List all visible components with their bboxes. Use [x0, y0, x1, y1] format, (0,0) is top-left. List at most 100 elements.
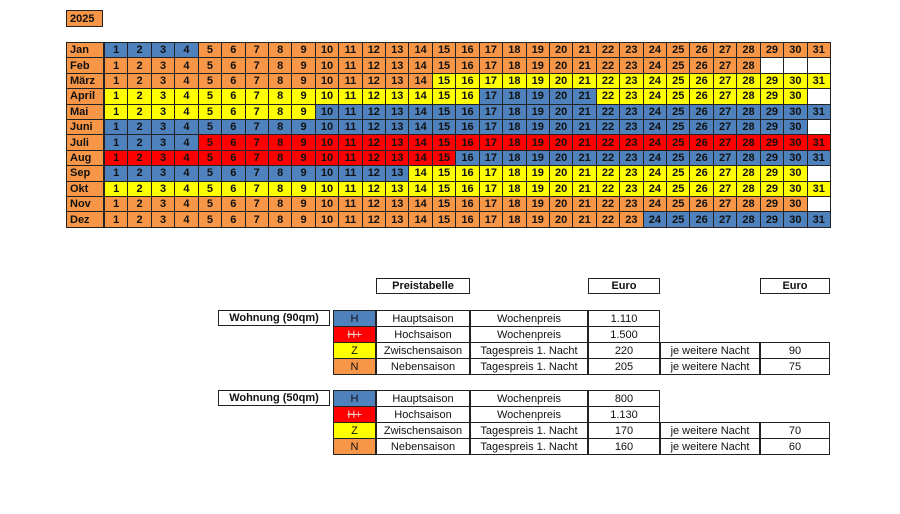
day-cell: 15 — [431, 42, 457, 59]
day-cell: 26 — [689, 211, 714, 228]
day-cell: 14 — [408, 42, 433, 59]
day-cell: 16 — [455, 88, 480, 105]
day-cell: 7 — [244, 88, 269, 105]
day-cell: 23 — [619, 165, 644, 182]
day-cell: 9 — [291, 103, 316, 120]
day-cell: 16 — [455, 165, 480, 182]
day-cell: 22 — [595, 88, 621, 105]
day-cell: 4 — [174, 211, 199, 228]
day-cell: 26 — [689, 88, 714, 105]
day-cell: 9 — [291, 211, 316, 228]
day-cell: 30 — [783, 88, 808, 105]
day-cell: 23 — [619, 88, 644, 105]
season-code: H+ — [333, 406, 376, 423]
day-cell: 28 — [736, 119, 761, 136]
day-cell: 23 — [619, 103, 644, 120]
day-cell: 26 — [689, 180, 714, 197]
day-cell: 30 — [783, 180, 808, 197]
day-cell: 23 — [619, 57, 644, 74]
day-cell: 19 — [525, 180, 550, 197]
day-cell: 22 — [595, 72, 621, 90]
month-label: Nov — [66, 196, 104, 213]
day-cell: 15 — [431, 149, 457, 167]
day-cell: 1 — [104, 119, 129, 136]
day-cell: 22 — [595, 180, 621, 197]
day-cell: 11 — [338, 119, 363, 136]
day-cell: 15 — [431, 72, 457, 90]
price-type: Wochenpreis — [470, 390, 588, 407]
day-cell: 7 — [244, 134, 269, 151]
day-cell: 15 — [431, 88, 457, 105]
day-cell: 4 — [174, 57, 199, 74]
day-cell: 15 — [431, 119, 457, 136]
price-type: Tagespreis 1. Nacht — [470, 438, 588, 455]
day-cell: 26 — [689, 165, 714, 182]
day-cell: 20 — [548, 149, 574, 167]
day-cell: 3 — [150, 211, 176, 228]
day-cell: 31 — [806, 134, 831, 151]
day-cell: 12 — [361, 211, 387, 228]
price-type: Tagespreis 1. Nacht — [470, 422, 588, 439]
day-cell: 6 — [221, 196, 246, 213]
day-cell: 17 — [478, 196, 504, 213]
day-cell: 4 — [174, 149, 199, 167]
day-cell: 7 — [244, 103, 269, 120]
day-cell: 30 — [783, 134, 808, 151]
day-cell: 2 — [127, 134, 152, 151]
day-cell: 25 — [666, 211, 691, 228]
day-cell: 21 — [572, 180, 597, 197]
day-cell: 19 — [525, 72, 550, 90]
day-cell: 25 — [666, 165, 691, 182]
month-label: Jan — [66, 42, 104, 59]
day-cell: 19 — [525, 57, 550, 74]
day-cell: 6 — [221, 42, 246, 59]
day-cell: 19 — [525, 134, 550, 151]
day-cell: 21 — [572, 165, 597, 182]
empty-cell — [783, 57, 808, 74]
day-cell: 28 — [736, 180, 761, 197]
day-cell: 14 — [408, 149, 433, 167]
day-cell: 15 — [431, 57, 457, 74]
day-cell: 3 — [150, 103, 176, 120]
empty-cell — [759, 57, 785, 74]
day-cell: 29 — [759, 180, 785, 197]
day-cell: 20 — [548, 72, 574, 90]
day-cell: 2 — [127, 103, 152, 120]
day-cell: 24 — [642, 165, 668, 182]
day-cell: 6 — [221, 180, 246, 197]
price: 160 — [588, 438, 660, 455]
day-cell: 13 — [385, 196, 410, 213]
day-cell: 16 — [455, 42, 480, 59]
day-cell: 5 — [197, 165, 223, 182]
day-cell: 20 — [548, 211, 574, 228]
day-cell: 11 — [338, 134, 363, 151]
day-cell: 11 — [338, 103, 363, 120]
day-cell: 18 — [502, 196, 527, 213]
day-cell: 29 — [759, 134, 785, 151]
day-cell: 8 — [267, 180, 293, 197]
day-cell: 25 — [666, 149, 691, 167]
day-cell: 25 — [666, 103, 691, 120]
day-cell: 26 — [689, 42, 714, 59]
day-cell: 20 — [548, 180, 574, 197]
day-cell: 16 — [455, 211, 480, 228]
day-cell: 23 — [619, 134, 644, 151]
day-cell: 9 — [291, 196, 316, 213]
price: 800 — [588, 390, 660, 407]
day-cell: 1 — [104, 149, 129, 167]
day-cell: 25 — [666, 180, 691, 197]
day-cell: 5 — [197, 180, 223, 197]
day-cell: 11 — [338, 57, 363, 74]
day-cell: 3 — [150, 72, 176, 90]
day-cell: 30 — [783, 103, 808, 120]
day-cell: 16 — [455, 149, 480, 167]
day-cell: 22 — [595, 149, 621, 167]
day-cell: 12 — [361, 165, 387, 182]
day-cell: 10 — [314, 149, 340, 167]
day-cell: 2 — [127, 57, 152, 74]
day-cell: 19 — [525, 211, 550, 228]
day-cell: 19 — [525, 119, 550, 136]
day-cell: 4 — [174, 42, 199, 59]
day-cell: 17 — [478, 103, 504, 120]
day-cell: 23 — [619, 42, 644, 59]
